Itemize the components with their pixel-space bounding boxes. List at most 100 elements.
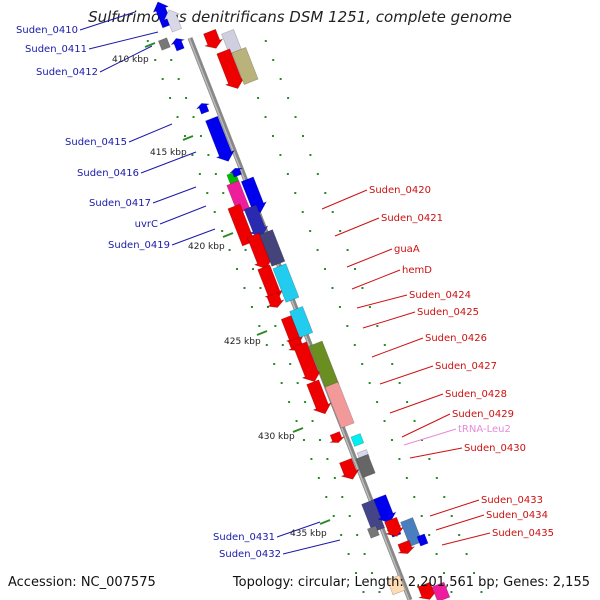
track-dot: [192, 116, 195, 118]
track-dots: [144, 40, 483, 593]
gene-feature[interactable]: [264, 291, 286, 311]
track-dot: [458, 534, 461, 536]
gene-feature[interactable]: [231, 47, 259, 85]
gene-feature[interactable]: [324, 381, 355, 429]
label-suden-0430[interactable]: Suden_0430: [464, 443, 526, 454]
gene-feature[interactable]: [201, 28, 225, 52]
track-dot: [185, 97, 188, 99]
gene-feature[interactable]: [228, 166, 244, 179]
label-suden-0411[interactable]: Suden_0411: [25, 44, 87, 55]
scale-tick: [256, 330, 268, 336]
gene-feature[interactable]: [214, 48, 247, 93]
label-leader-line: [429, 499, 480, 517]
label-hemd[interactable]: hemD: [402, 265, 432, 276]
track-dot: [310, 458, 313, 460]
label-suden-0410[interactable]: Suden_0410: [16, 25, 78, 36]
gene-arrow: [386, 574, 406, 596]
track-dot: [264, 40, 267, 42]
track-dot: [480, 591, 483, 593]
gene-feature[interactable]: [431, 581, 451, 600]
label-suden-0429[interactable]: Suden_0429: [452, 409, 514, 420]
gene-feature[interactable]: [304, 379, 334, 418]
label-leader-line: [99, 45, 153, 73]
gene-feature[interactable]: [259, 229, 286, 267]
track-dot: [368, 382, 371, 384]
label-suden-0432[interactable]: Suden_0432: [219, 549, 281, 560]
track-dot: [338, 306, 341, 308]
gene-arrow: [339, 457, 360, 480]
label-suden-0435[interactable]: Suden_0435: [492, 528, 554, 539]
label-suden-0424[interactable]: Suden_0424: [409, 290, 471, 301]
track-dot: [325, 496, 328, 498]
label-leader-line: [321, 189, 368, 210]
gene-feature[interactable]: [157, 37, 171, 51]
track-dot: [273, 363, 276, 365]
track-dot: [271, 135, 274, 137]
label-suden-0416[interactable]: Suden_0416: [77, 168, 139, 179]
label-uvrc[interactable]: uvrC: [135, 219, 158, 230]
label-leader-line: [435, 514, 485, 531]
track-dot: [272, 59, 275, 61]
gene-arrow: [231, 47, 259, 85]
label-leader-line: [441, 532, 491, 546]
scale-tick: [292, 427, 304, 433]
gene-arrow: [240, 176, 267, 214]
gene-feature[interactable]: [415, 581, 439, 600]
gene-feature[interactable]: [161, 7, 184, 33]
gene-feature[interactable]: [361, 499, 386, 533]
track-dot: [264, 116, 267, 118]
gene-feature[interactable]: [170, 36, 187, 52]
label-suden-0420[interactable]: Suden_0420: [369, 185, 431, 196]
gene-arrow: [170, 38, 186, 52]
gene-feature[interactable]: [203, 115, 237, 165]
gene-feature[interactable]: [382, 516, 406, 540]
gene-feature[interactable]: [386, 574, 406, 596]
label-suden-0425[interactable]: Suden_0425: [417, 307, 479, 318]
label-suden-0421[interactable]: Suden_0421: [381, 213, 443, 224]
gene-feature[interactable]: [355, 453, 376, 479]
track-dot: [340, 534, 343, 536]
label-suden-0417[interactable]: Suden_0417: [89, 198, 151, 209]
gene-feature[interactable]: [350, 433, 365, 447]
label-trna-leu2[interactable]: tRNA-Leu2: [458, 424, 511, 435]
track-dot: [473, 572, 476, 574]
gene-arrow: [157, 37, 171, 51]
gene-arrow: [329, 431, 345, 443]
right-gene-labels: Suden_0420 Suden_0421 guaA hemD Suden_04…: [369, 185, 554, 539]
gene-feature[interactable]: [366, 525, 380, 539]
label-suden-0412[interactable]: Suden_0412: [36, 67, 98, 78]
gene-feature[interactable]: [289, 306, 314, 338]
gene-feature[interactable]: [416, 533, 429, 547]
label-suden-0415[interactable]: Suden_0415: [65, 137, 127, 148]
gene-feature[interactable]: [337, 457, 362, 483]
label-suden-0433[interactable]: Suden_0433: [481, 495, 543, 506]
gene-feature[interactable]: [327, 430, 346, 445]
label-suden-0419[interactable]: Suden_0419: [108, 240, 170, 251]
genome-stats-text: Topology: circular; Length: 2,201,561 bp…: [232, 575, 590, 590]
track-dot: [198, 173, 201, 175]
gene-feature[interactable]: [308, 340, 340, 390]
label-guaa[interactable]: guaA: [394, 244, 420, 255]
track-dot: [383, 344, 386, 346]
label-leader-line: [140, 151, 197, 174]
track-dot: [259, 287, 262, 289]
gene-feature[interactable]: [238, 176, 269, 216]
label-suden-0428[interactable]: Suden_0428: [445, 389, 507, 400]
gene-feature[interactable]: [395, 539, 416, 557]
scale-tick: [319, 519, 331, 525]
gene-feature[interactable]: [195, 101, 212, 115]
track-dot: [324, 268, 327, 270]
label-suden-0431[interactable]: Suden_0431: [213, 532, 275, 543]
label-suden-0427[interactable]: Suden_0427: [435, 361, 497, 372]
label-suden-0434[interactable]: Suden_0434: [486, 510, 548, 521]
gene-arrow: [163, 9, 183, 33]
label-leader-line: [356, 294, 408, 309]
track-dot: [378, 591, 381, 593]
label-leader-line: [79, 11, 136, 31]
label-suden-0426[interactable]: Suden_0426: [425, 333, 487, 344]
track-dot: [347, 553, 350, 555]
gene-arrow: [266, 291, 285, 308]
gene-feature[interactable]: [272, 263, 300, 303]
scale-label-420: 420 kbp: [188, 242, 225, 252]
